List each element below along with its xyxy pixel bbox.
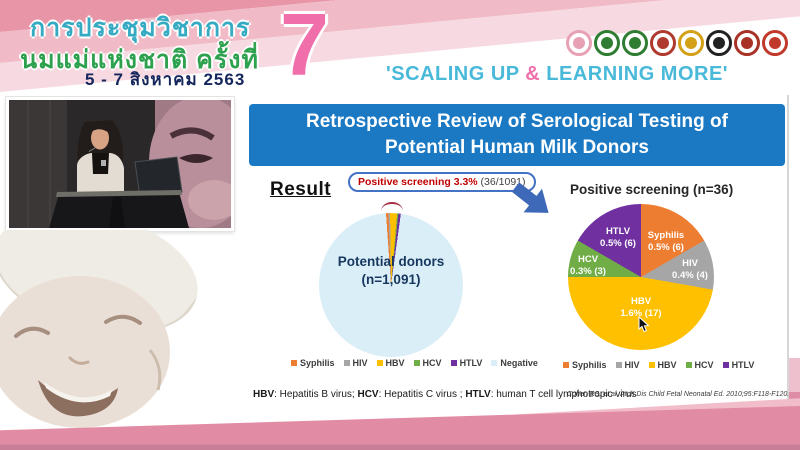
potential-donors-label: Potential donors (n=1,091) (319, 253, 463, 288)
legend-right: Syphilis HIV HBV HCV HTLV (563, 360, 754, 370)
legend-item: HCV (413, 358, 442, 368)
slice-label-hbv: HBV 1.6% (17) (611, 296, 671, 320)
slice-name: Syphilis (647, 230, 685, 241)
mouse-cursor-icon (638, 316, 650, 333)
abbreviation-footnote: HBV: Hepatitis B virus; HCV: Hepatitis C… (253, 389, 637, 400)
slice-value: 0.5% (6) (600, 237, 636, 249)
legend-item: Syphilis (291, 358, 335, 368)
slide-title-line1: Retrospective Review of Serological Test… (306, 111, 728, 133)
bottom-band (0, 395, 800, 450)
sponsor-logo-row (566, 30, 788, 56)
callout-detail: (36/1091) (477, 176, 526, 188)
conference-title-line1: การประชุมวิชาการ (30, 14, 251, 42)
callout-brace (381, 202, 403, 211)
legend-left: Syphilis HIV HBV HCV HTLV Negative (291, 358, 538, 368)
legend-item: HBV (376, 358, 405, 368)
right-strip-light (789, 358, 800, 394)
legend-item: HCV (685, 360, 714, 370)
slice-value: 0.3% (3) (570, 265, 606, 277)
legend-item: HBV (648, 360, 677, 370)
legend-item: HIV (343, 358, 368, 368)
positive-screening-title: Positive screening (n=36) (570, 182, 734, 197)
edition-number: 7 (280, 0, 329, 94)
slide-right-edge (787, 95, 789, 405)
legend-item: HTLV (722, 360, 754, 370)
slide-title: Retrospective Review of Serological Test… (249, 104, 785, 166)
logo-7 (762, 30, 788, 56)
legend-item: Syphilis (563, 360, 607, 370)
slice-label-hiv: HIV 0.4% (4) (662, 258, 718, 282)
logo-3 (650, 30, 676, 56)
conference-slogan: 'SCALING UP & LEARNING MORE' (386, 63, 728, 86)
arrow-right-icon (511, 182, 549, 213)
conference-dates: 5 - 7 สิงหาคม 2563 (85, 70, 246, 89)
slogan-close: LEARNING MORE' (540, 63, 729, 85)
slice-value: 0.5% (6) (648, 241, 684, 253)
potential-donors-pie (319, 213, 463, 357)
speaker-video (6, 97, 234, 231)
reference-citation: Cohen RS, et al. Arch Dis Child Fetal Ne… (567, 391, 790, 398)
slice-label-htlv: HTLV 0.5% (6) (590, 226, 646, 250)
logo-0 (566, 30, 592, 56)
slice-label-hcv: HCV 0.3% (3) (558, 254, 618, 278)
slice-name: HIV (682, 258, 698, 269)
legend-item: HIV (615, 360, 640, 370)
potential-donors-label-line1: Potential donors (337, 254, 445, 269)
slice-value: 1.6% (17) (620, 307, 662, 319)
speaker-scene (9, 100, 231, 228)
conference-banner: การประชุมวิชาการ นมแม่แห่งชาติ ครั้งที่ … (0, 0, 800, 97)
legend-item: HTLV (450, 358, 482, 368)
callout-highlight: Positive screening 3.3% (358, 176, 478, 188)
slice-name: HTLV (605, 226, 631, 237)
baby-background-image (0, 230, 198, 428)
slice-name: HCV (577, 254, 599, 265)
logo-4 (678, 30, 704, 56)
slice-value: 0.4% (4) (672, 269, 708, 281)
potential-donors-label-line2: (n=1,091) (361, 271, 421, 287)
logo-1 (594, 30, 620, 56)
result-heading: Result (270, 179, 332, 200)
legend-item: Negative (491, 358, 538, 368)
slogan-open: 'SCALING UP (386, 63, 526, 85)
logo-6 (734, 30, 760, 56)
positive-screening-callout: Positive screening 3.3% (36/1091) (348, 172, 536, 192)
logo-2 (622, 30, 648, 56)
slice-label-syphilis: Syphilis 0.5% (6) (638, 230, 694, 254)
slogan-amp: & (525, 63, 541, 85)
conference-title-line2: นมแม่แห่งชาติ ครั้งที่ (20, 46, 259, 74)
slide-title-line2: Potential Human Milk Donors (385, 137, 649, 158)
logo-5 (706, 30, 732, 56)
band-main (0, 406, 800, 450)
slice-name: HBV (630, 296, 652, 307)
band-dark (0, 444, 800, 450)
